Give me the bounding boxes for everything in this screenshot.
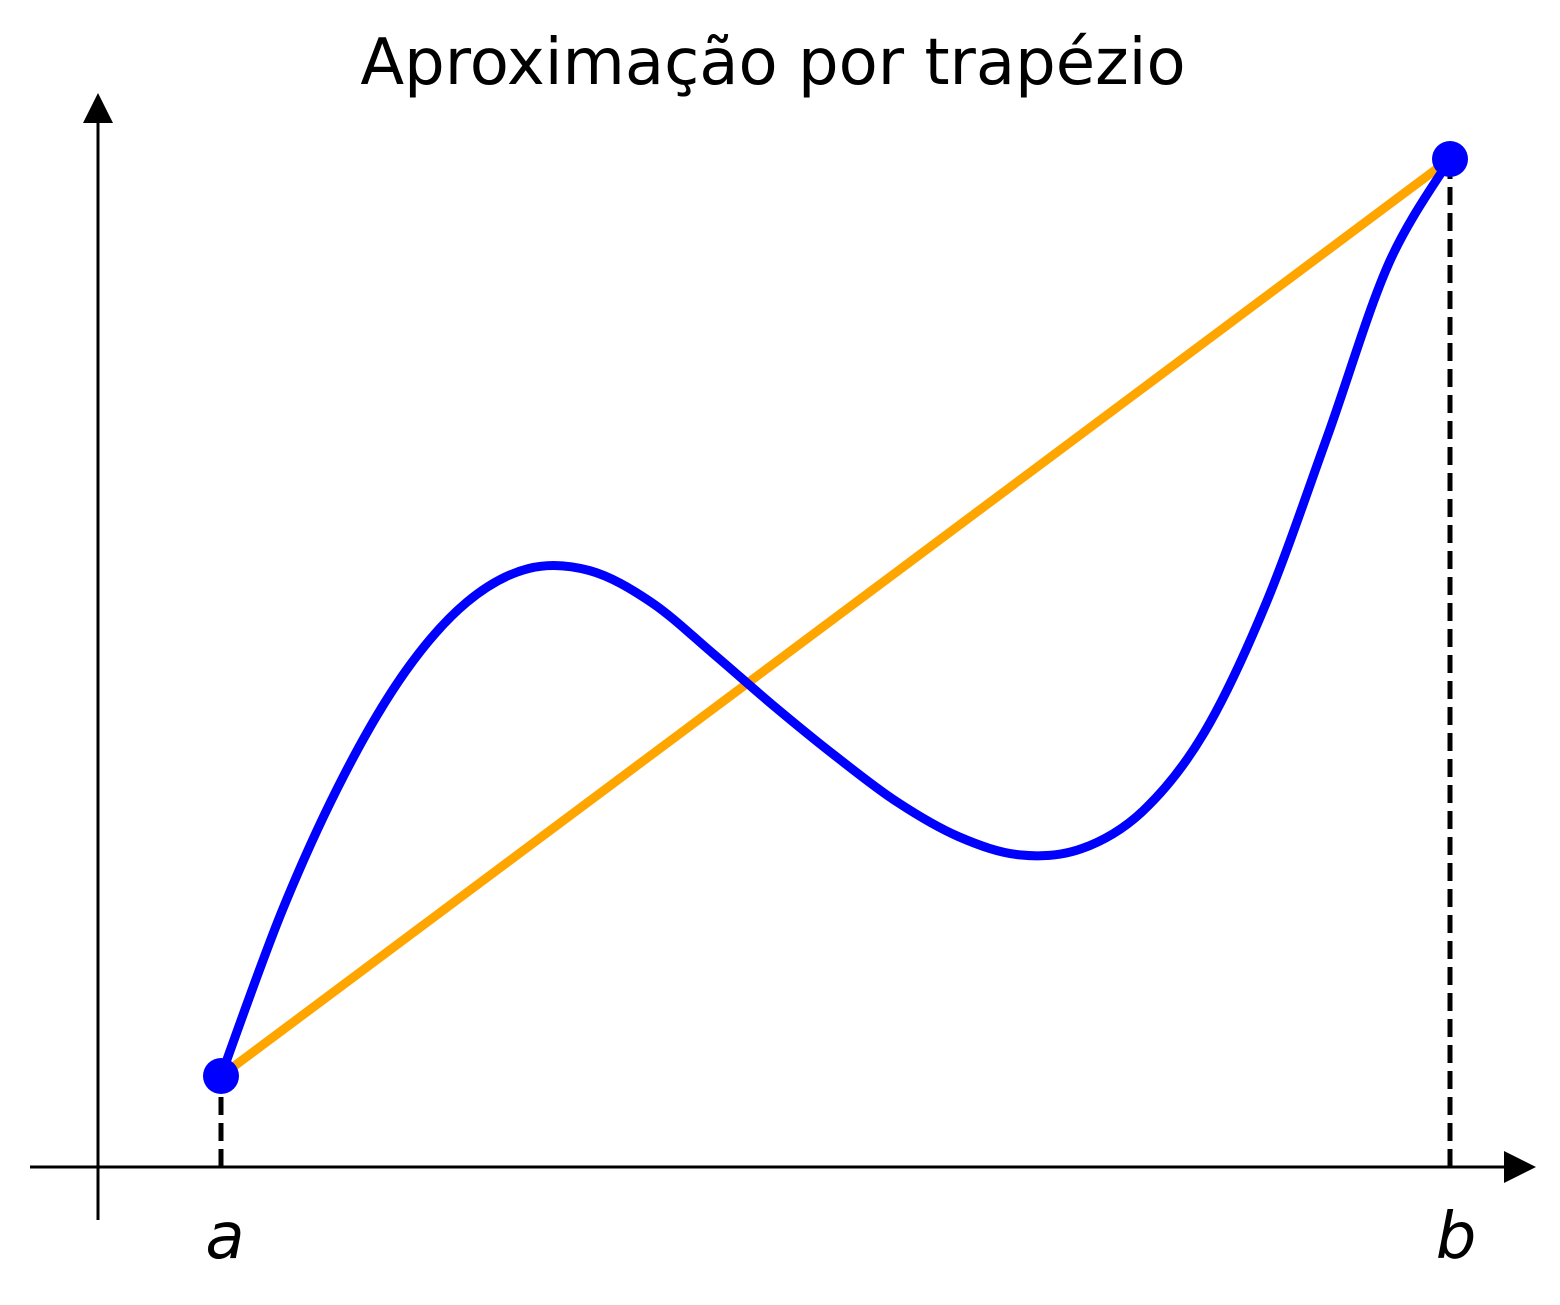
endpoint-b [1432, 141, 1468, 177]
x-axis-arrow [1504, 1151, 1536, 1183]
dashed-guides [218, 159, 1453, 1167]
x-tick-label-b: b [1436, 1200, 1477, 1274]
endpoints [203, 141, 1468, 1094]
x-tick-label-a: a [205, 1200, 244, 1274]
y-axis-arrow [83, 93, 113, 123]
trapezoid-line [218, 155, 1453, 1080]
function-curve [216, 156, 1454, 1078]
chart-title: Aproximação por trapézio [360, 26, 1185, 100]
series [216, 155, 1454, 1080]
axes [30, 93, 1536, 1220]
endpoint-a [203, 1058, 239, 1094]
